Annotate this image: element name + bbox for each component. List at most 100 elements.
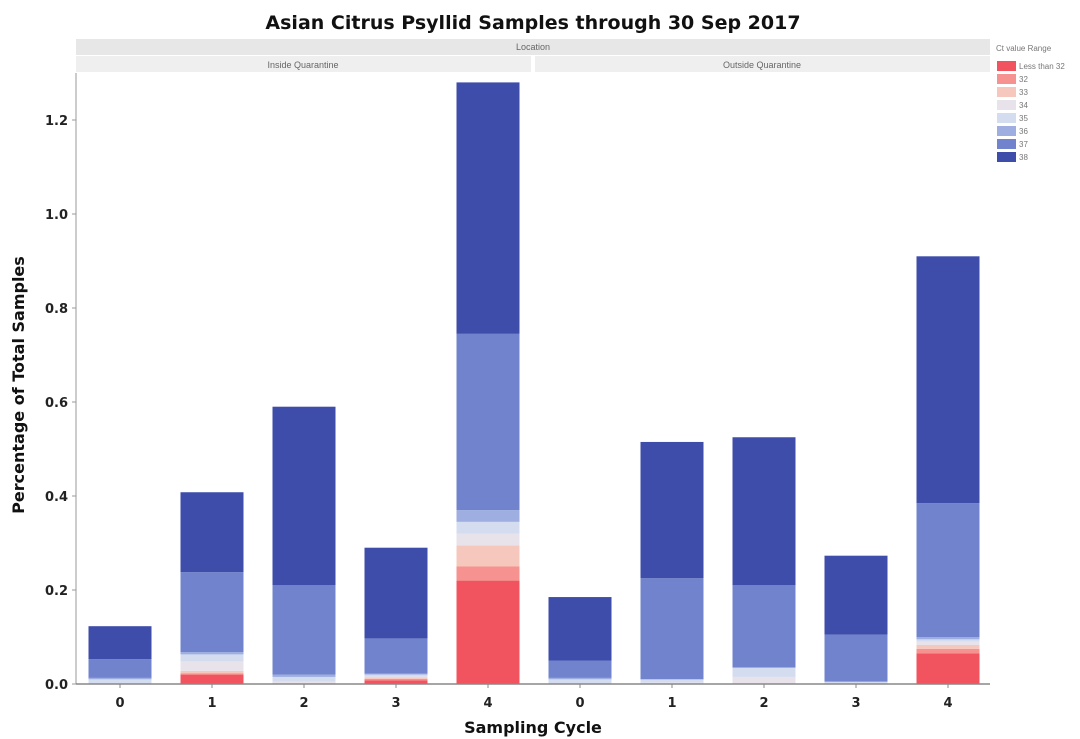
- legend-item: 35: [997, 113, 1028, 123]
- bar-segment: [548, 660, 612, 678]
- bar-segment: [88, 679, 152, 684]
- y-tick-label: 0.6: [45, 396, 68, 411]
- facet-label-inside: Inside Quarantine: [267, 60, 338, 70]
- stacked-bar: [272, 406, 336, 684]
- bar-segment: [272, 676, 336, 682]
- stacked-bar: [88, 626, 152, 684]
- bar-segment: [456, 545, 520, 567]
- stacked-bar: [180, 492, 244, 684]
- stacked-bar: [640, 441, 704, 684]
- bar-segment: [180, 670, 244, 674]
- bar-segment: [272, 674, 336, 677]
- bar-segment: [916, 641, 980, 645]
- legend-label: 32: [1019, 75, 1028, 84]
- bar-segment: [824, 555, 888, 635]
- bar-segment: [916, 503, 980, 637]
- bar-segment: [364, 677, 428, 679]
- legend-label: 35: [1019, 114, 1028, 123]
- bar-segment: [732, 667, 796, 677]
- bar-segment: [364, 547, 428, 639]
- y-tick-label: 0.2: [45, 584, 68, 599]
- legend-label: Less than 32: [1019, 62, 1065, 71]
- y-tick-label: 0.0: [45, 678, 68, 693]
- legend-label: 38: [1019, 153, 1028, 162]
- y-axis-label: Percentage of Total Samples: [9, 256, 28, 514]
- bar-segment: [180, 674, 244, 684]
- legend-swatch: [997, 61, 1016, 71]
- bar-segment: [364, 638, 428, 674]
- bar-segment: [364, 676, 428, 678]
- bar-segment: [364, 678, 428, 681]
- legend-label: 33: [1019, 88, 1028, 97]
- stacked-bar: [364, 547, 428, 684]
- bar-segment: [88, 659, 152, 678]
- legend-swatch: [997, 126, 1016, 136]
- bar-segment: [916, 648, 980, 654]
- y-tick-label: 1.0: [45, 208, 68, 223]
- bar-segment: [456, 580, 520, 684]
- x-axis: 0 1 2 3 4 0 1 2 3 4: [76, 683, 990, 711]
- x-tick-label: 1: [667, 696, 676, 711]
- bars-layer: [88, 82, 980, 684]
- bar-segment: [456, 533, 520, 546]
- bar-segment: [456, 82, 520, 334]
- bar-segment: [180, 661, 244, 671]
- bar-segment: [640, 441, 704, 579]
- bar-segment: [364, 680, 428, 684]
- bar-segment: [456, 521, 520, 534]
- x-axis-label: Sampling Cycle: [464, 718, 602, 737]
- bar-segment: [640, 679, 704, 683]
- legend-item: 38: [997, 152, 1028, 162]
- bar-segment: [916, 637, 980, 640]
- facet-strip-inside: [76, 56, 531, 72]
- legend-item: 33: [997, 87, 1028, 97]
- legend-item: Less than 32: [997, 61, 1065, 71]
- bar-segment: [180, 673, 244, 675]
- x-tick-label: 1: [207, 696, 216, 711]
- bar-segment: [272, 681, 336, 684]
- bar-segment: [180, 572, 244, 653]
- stacked-bar: [456, 82, 520, 684]
- facet-title: Location: [516, 42, 550, 52]
- x-tick-label: 0: [115, 696, 124, 711]
- stacked-bar: [732, 437, 796, 684]
- facet-label-outside: Outside Quarantine: [723, 60, 801, 70]
- x-tick-label: 4: [483, 696, 492, 711]
- legend-swatch: [997, 139, 1016, 149]
- chart-title: Asian Citrus Psyllid Samples through 30 …: [265, 12, 800, 34]
- bar-segment: [732, 437, 796, 586]
- bar-segment: [640, 578, 704, 680]
- legend-item: 36: [997, 126, 1028, 136]
- bar-segment: [732, 676, 796, 684]
- legend-swatch: [997, 74, 1016, 84]
- stacked-bar: [824, 555, 888, 684]
- facet-title-strip: [76, 39, 990, 55]
- legend-item: 37: [997, 139, 1028, 149]
- legend-label: 36: [1019, 127, 1028, 136]
- legend-swatch: [997, 113, 1016, 123]
- bar-segment: [548, 597, 612, 661]
- y-tick-label: 0.8: [45, 302, 68, 317]
- bar-segment: [180, 492, 244, 573]
- y-axis: 0.0 0.2 0.4 0.6 0.8 1.0 1.2: [45, 73, 77, 693]
- bar-segment: [732, 585, 796, 668]
- legend-title: Ct value Range: [996, 44, 1052, 53]
- facet-header: Location Inside Quarantine Outside Quara…: [76, 39, 990, 72]
- bar-segment: [916, 653, 980, 684]
- bar-segment: [456, 566, 520, 581]
- legend-label: 34: [1019, 101, 1028, 110]
- legend-swatch: [997, 152, 1016, 162]
- bar-segment: [364, 673, 428, 675]
- bar-segment: [824, 681, 888, 684]
- y-tick-label: 1.2: [45, 114, 68, 129]
- x-tick-label: 3: [851, 696, 860, 711]
- legend-label: 37: [1019, 140, 1028, 149]
- y-tick-label: 0.4: [45, 490, 68, 505]
- legend-swatch: [997, 100, 1016, 110]
- x-tick-label: 3: [391, 696, 400, 711]
- bar-segment: [88, 626, 152, 660]
- legend-item: 32: [997, 74, 1028, 84]
- bar-segment: [272, 406, 336, 586]
- bar-segment: [456, 333, 520, 511]
